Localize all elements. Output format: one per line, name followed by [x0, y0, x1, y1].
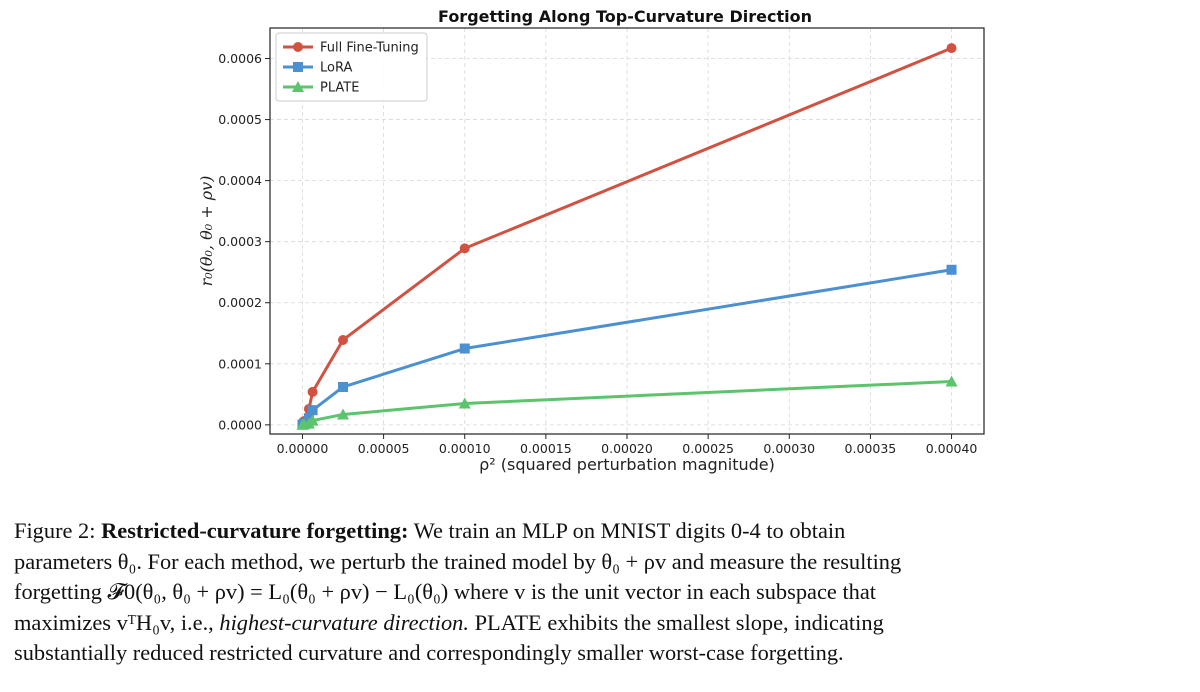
chart: Forgetting Along Top-Curvature Direction…: [197, 7, 985, 474]
series-plate: [296, 375, 958, 430]
caption-line1: We train an MLP on MNIST digits 0-4 to o…: [413, 518, 846, 543]
caption-line4-pre: maximizes vᵀH₀v, i.e.,: [14, 609, 214, 635]
caption-label: Figure 2:: [14, 518, 96, 543]
grid: [270, 28, 984, 434]
data-point-full-fine-tuning: [946, 43, 957, 54]
x-tick-label: 0.00020: [601, 441, 653, 456]
caption-bold-title: Restricted-curvature forgetting:: [101, 518, 409, 543]
y-tick-label: 0.0001: [218, 356, 262, 371]
y-tick-label: 0.0004: [218, 173, 262, 188]
legend-label-full-fine-tuning: Full Fine-Tuning: [320, 41, 419, 56]
figure-caption: Figure 2: Restricted-curvature forgettin…: [14, 516, 1186, 669]
data-point-plate: [945, 375, 958, 387]
y-tick-label: 0.0005: [218, 112, 262, 127]
x-tick-label: 0.00005: [358, 441, 410, 456]
series-group: [296, 43, 958, 430]
y-tick-label: 0.0002: [218, 295, 262, 310]
legend-label-plate: PLATE: [320, 81, 359, 96]
data-point-lora: [307, 405, 318, 416]
x-tick-label: 0.00015: [520, 441, 572, 456]
data-point-plate: [458, 397, 471, 409]
x-tick-label: 0.00010: [439, 441, 491, 456]
x-tick-label: 0.00000: [277, 441, 329, 456]
data-point-plate: [337, 408, 350, 420]
y-tick-label: 0.0006: [218, 51, 262, 66]
caption-line4-italic: highest-curvature direction.: [219, 609, 469, 635]
chart-title: Forgetting Along Top-Curvature Direction: [438, 7, 812, 26]
x-tick-label: 0.00040: [926, 441, 978, 456]
legend-box: [275, 32, 428, 102]
x-tick-label: 0.00025: [682, 441, 734, 456]
legend-marker-lora: [293, 62, 303, 72]
data-point-lora: [338, 381, 349, 392]
x-tick-label: 0.00035: [845, 441, 897, 456]
y-axis: 0.0000 0.0001 0.0002 0.0003 0.0004 0.0005 0.00…: [218, 51, 270, 432]
data-point-full-fine-tuning: [338, 334, 349, 345]
legend-marker-plate: [292, 81, 304, 92]
y-tick-label: 0.0000: [218, 417, 262, 432]
x-tick-label: 0.00030: [763, 441, 815, 456]
caption-line5: substantially reduced restricted curvatu…: [14, 640, 844, 665]
data-point-full-fine-tuning: [459, 243, 470, 254]
caption-line3: forgetting 𝓕0(θ₀, θ₀ + ρv) = L₀(θ₀ + ρv)…: [14, 579, 877, 604]
legend-label-lora: LoRA: [320, 61, 352, 76]
data-point-lora: [459, 343, 470, 354]
legend: Full Fine-Tuning LoRA PLATE: [275, 32, 428, 102]
legend-marker-full-fine-tuning: [293, 42, 303, 52]
x-axis: 0.00000 0.00005 0.00010 0.00015 0.00020 0.000…: [277, 434, 978, 456]
x-axis-label: ρ² (squared perturbation magnitude): [479, 455, 775, 474]
data-point-full-fine-tuning: [307, 386, 318, 397]
caption-line4-post: PLATE exhibits the smallest slope, indic…: [474, 609, 884, 635]
y-axis-label: r₀(θ₀, θ₀ + ρv): [197, 176, 216, 287]
caption-line2: parameters θ₀. For each method, we pertu…: [14, 548, 902, 574]
data-point-lora: [946, 264, 957, 275]
data-point-plate: [306, 414, 319, 426]
y-tick-label: 0.0003: [218, 234, 262, 249]
